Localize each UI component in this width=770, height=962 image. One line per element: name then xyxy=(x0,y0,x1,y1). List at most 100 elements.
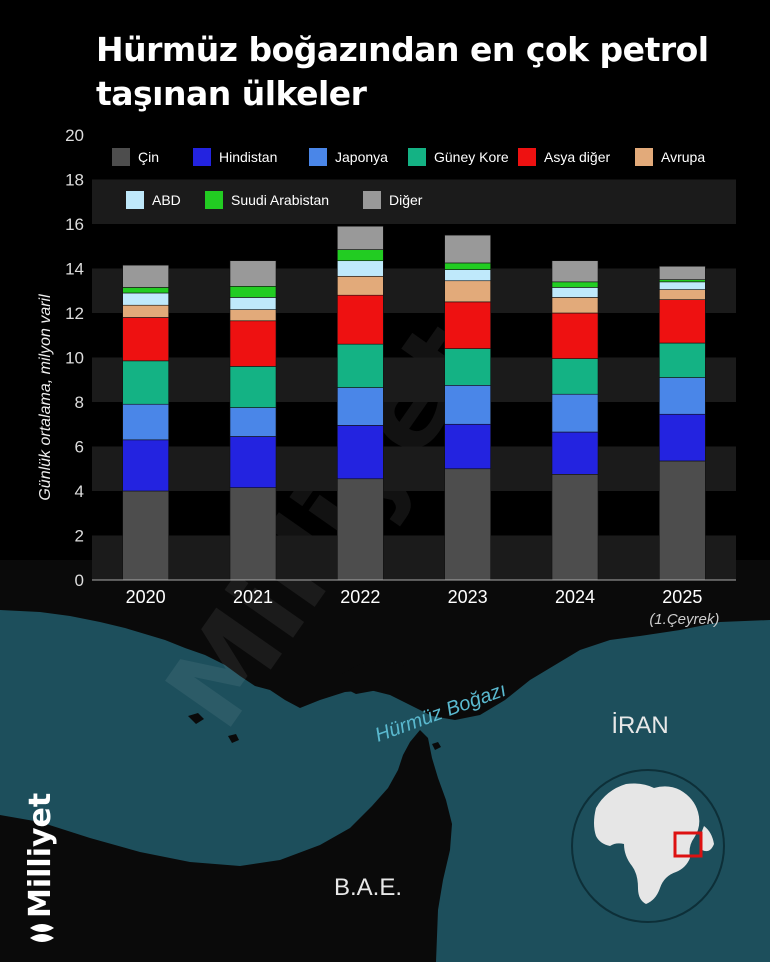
bar-segment xyxy=(229,320,277,367)
x-axis: 2020 2021 2022 2023 2024 2025 (1.Çeyrek) xyxy=(126,587,720,628)
x-tick-note: (1.Çeyrek) xyxy=(649,611,719,628)
y-tick-label: 12 xyxy=(65,304,84,323)
bar-segment xyxy=(551,260,599,283)
bar-segment xyxy=(229,366,277,408)
bars xyxy=(122,225,706,581)
bar-segment xyxy=(659,377,706,415)
legend-label: Japonya xyxy=(335,149,388,165)
legend-swatch xyxy=(363,191,381,209)
y-tick-label: 0 xyxy=(75,571,84,590)
bar-segment xyxy=(337,387,384,426)
bar-segment xyxy=(659,279,706,283)
bar-segment xyxy=(551,393,599,433)
bar-segment xyxy=(122,317,169,362)
bar-segment xyxy=(122,403,169,441)
bar-segment xyxy=(122,439,169,492)
legend-label: Güney Kore xyxy=(434,149,509,165)
island-3 xyxy=(432,742,441,750)
legend-swatch xyxy=(309,148,327,166)
bar-segment xyxy=(659,265,706,280)
uae-land xyxy=(0,730,452,962)
legend-swatch xyxy=(518,148,536,166)
globe-locator xyxy=(571,769,725,923)
iran-label: İRAN xyxy=(611,712,668,739)
y-axis: 0 2 4 6 8 10 12 14 16 18 20 xyxy=(65,126,84,590)
grid-band xyxy=(92,535,736,580)
legend-label: Hindistan xyxy=(219,149,277,165)
x-tick-label: 2020 xyxy=(126,587,166,607)
bar-segment xyxy=(444,423,491,470)
legend-label: Avrupa xyxy=(661,149,705,165)
bar-segment xyxy=(337,260,384,277)
bar-segment xyxy=(551,287,599,298)
bar-segment xyxy=(659,299,706,344)
iran-land xyxy=(0,560,770,720)
bar-segment xyxy=(444,348,491,386)
y-tick-label: 4 xyxy=(75,482,84,501)
grid-band xyxy=(92,179,736,224)
bar-segment xyxy=(122,287,169,294)
bar-segment xyxy=(551,312,599,359)
y-tick-label: 20 xyxy=(65,126,84,145)
bar-segment xyxy=(551,358,599,395)
grid-band xyxy=(92,446,736,491)
bar-segment xyxy=(337,478,384,581)
bar-segment xyxy=(659,281,706,290)
y-tick-label: 14 xyxy=(65,260,84,279)
bar-segment xyxy=(337,275,384,296)
y-axis-label: Günlük ortalama, milyon varil xyxy=(37,294,54,501)
x-tick-label: 2023 xyxy=(448,587,488,607)
x-tick-label: 2024 xyxy=(555,587,595,607)
bar-segment xyxy=(551,431,599,475)
grid-band xyxy=(92,268,736,313)
bar-segment xyxy=(444,385,491,425)
bar-segment xyxy=(337,294,384,345)
bar-segment xyxy=(444,234,491,264)
bar-segment xyxy=(229,309,277,322)
bar-segment xyxy=(659,460,706,581)
legend-swatch xyxy=(408,148,426,166)
bar-segment xyxy=(551,297,599,314)
qeshm-island xyxy=(342,660,405,694)
grid-band xyxy=(92,357,736,402)
y-tick-label: 8 xyxy=(75,393,84,412)
bar-segment xyxy=(659,413,706,462)
brand-mark-icon xyxy=(30,924,54,942)
bar-segment xyxy=(444,262,491,270)
bar-segment xyxy=(551,474,599,581)
bar-segment xyxy=(444,269,491,282)
bar-segment xyxy=(229,260,277,287)
x-tick-label: 2021 xyxy=(233,587,273,607)
legend-label: Çin xyxy=(138,149,159,165)
y-tick-label: 6 xyxy=(75,438,84,457)
location-box xyxy=(673,831,703,858)
grid-bands xyxy=(92,179,736,580)
uae-label: B.A.E. xyxy=(334,874,402,901)
bar-segment xyxy=(337,425,384,480)
bar-segment xyxy=(229,436,277,488)
bar-segment xyxy=(337,225,384,250)
bar-segment xyxy=(229,285,277,298)
x-tick-label: 2025 xyxy=(662,587,702,607)
brand-logo: Milliyet xyxy=(23,793,58,942)
bar-segment xyxy=(337,343,384,388)
y-tick-label: 18 xyxy=(65,171,84,190)
bar-segment xyxy=(122,490,169,581)
legend-label: Suudi Arabistan xyxy=(231,192,329,208)
legend-label: Asya diğer xyxy=(544,149,610,165)
island-2 xyxy=(228,734,239,743)
legend-swatch xyxy=(126,191,144,209)
legend-swatch xyxy=(205,191,223,209)
bar-segment xyxy=(444,280,491,303)
legend-swatch xyxy=(193,148,211,166)
legend-label: ABD xyxy=(152,192,181,208)
legend-swatch xyxy=(635,148,653,166)
bar-segment xyxy=(122,360,169,405)
page-title: Hürmüz boğazından en çok petrol taşınan … xyxy=(96,30,709,113)
x-tick-label: 2022 xyxy=(340,587,380,607)
brand-text: Milliyet xyxy=(23,793,58,918)
bar-segment xyxy=(551,281,599,288)
bar-segment xyxy=(337,249,384,262)
legend-label: Diğer xyxy=(389,192,423,208)
